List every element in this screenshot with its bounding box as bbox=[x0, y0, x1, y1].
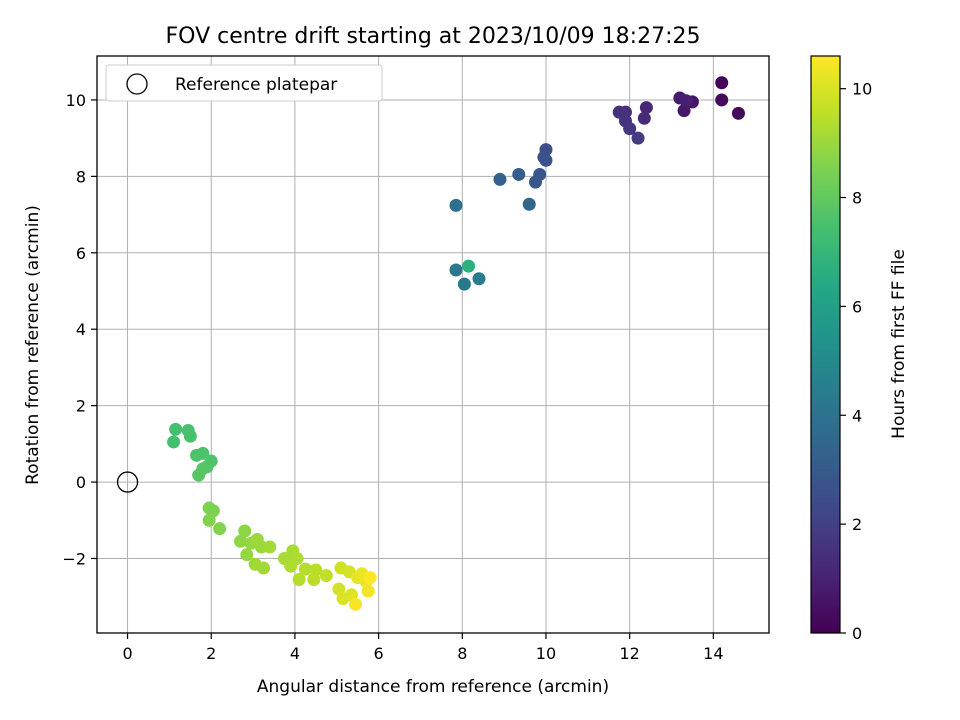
data-point bbox=[238, 524, 252, 538]
x-axis-ticks: 0 2 4 6 8 10 12 14 bbox=[122, 633, 724, 663]
data-point bbox=[257, 561, 271, 575]
data-point bbox=[309, 563, 323, 577]
data-point bbox=[539, 153, 553, 167]
colorbar-tick-label: 4 bbox=[852, 406, 862, 425]
data-point bbox=[449, 198, 463, 212]
y-axis-label: Rotation from reference (arcmin) bbox=[23, 205, 43, 485]
data-point bbox=[639, 101, 653, 115]
data-point bbox=[292, 573, 306, 587]
colorbar-tick-label: 2 bbox=[852, 515, 862, 534]
chart-title: FOV centre drift starting at 2023/10/09 … bbox=[166, 24, 701, 49]
data-point bbox=[715, 93, 729, 107]
x-tick-label: 14 bbox=[703, 644, 723, 663]
x-tick-label: 6 bbox=[374, 644, 384, 663]
data-point bbox=[512, 167, 526, 181]
data-point bbox=[637, 111, 651, 125]
data-point bbox=[472, 272, 486, 286]
y-tick-label: 10 bbox=[66, 91, 86, 110]
legend-box bbox=[105, 64, 383, 102]
data-point bbox=[183, 429, 197, 443]
data-point bbox=[679, 94, 693, 108]
data-point bbox=[631, 131, 645, 145]
legend-label: Reference platepar bbox=[175, 75, 337, 95]
x-tick-label: 0 bbox=[122, 644, 132, 663]
data-point bbox=[298, 562, 312, 576]
colorbar-tick-label: 0 bbox=[852, 624, 862, 643]
y-tick-label: 6 bbox=[76, 244, 86, 263]
data-point bbox=[449, 263, 463, 277]
data-point bbox=[349, 597, 363, 611]
data-point bbox=[493, 172, 507, 186]
legend: Reference platepar bbox=[105, 64, 383, 102]
grid-lines bbox=[97, 56, 769, 633]
data-point bbox=[462, 259, 476, 273]
data-point bbox=[263, 540, 277, 554]
y-tick-label: 2 bbox=[76, 397, 86, 416]
data-point bbox=[623, 122, 637, 136]
data-point bbox=[192, 468, 206, 482]
colorbar-gradient bbox=[810, 55, 841, 634]
data-point bbox=[240, 548, 254, 562]
colorbar-ticks: 0 2 4 6 8 10 bbox=[840, 80, 872, 643]
colorbar-tick-label: 6 bbox=[852, 297, 862, 316]
data-point bbox=[284, 559, 298, 573]
data-point bbox=[522, 197, 536, 211]
plot-frame bbox=[96, 55, 770, 634]
colorbar: 0 2 4 6 8 10 Hours from first FF file bbox=[810, 55, 909, 643]
data-point bbox=[169, 422, 183, 436]
data-point bbox=[202, 513, 216, 527]
colorbar-tick-label: 10 bbox=[852, 80, 872, 99]
x-tick-label: 4 bbox=[290, 644, 300, 663]
y-tick-label: −2 bbox=[62, 549, 86, 568]
data-point bbox=[363, 571, 377, 585]
x-tick-label: 10 bbox=[536, 644, 556, 663]
reference-marker bbox=[116, 471, 139, 493]
y-tick-label: 8 bbox=[76, 167, 86, 186]
x-tick-label: 2 bbox=[206, 644, 216, 663]
data-point bbox=[167, 435, 181, 449]
data-point bbox=[190, 448, 204, 462]
x-tick-label: 12 bbox=[619, 644, 639, 663]
data-point bbox=[677, 104, 691, 118]
data-point bbox=[731, 106, 745, 120]
data-point bbox=[361, 584, 375, 598]
legend-reference-marker bbox=[126, 73, 148, 95]
data-point bbox=[213, 522, 227, 536]
data-points bbox=[167, 76, 745, 611]
data-point bbox=[529, 175, 543, 189]
data-point bbox=[319, 569, 333, 583]
x-axis-label: Angular distance from reference (arcmin) bbox=[257, 677, 609, 697]
colorbar-label: Hours from first FF file bbox=[889, 249, 909, 439]
y-axis-ticks: −2 0 2 4 6 8 10 bbox=[62, 91, 97, 568]
data-point bbox=[715, 76, 729, 90]
data-point bbox=[457, 277, 471, 291]
data-point bbox=[234, 534, 248, 548]
y-tick-label: 0 bbox=[76, 473, 86, 492]
reference-point bbox=[116, 471, 139, 493]
x-tick-label: 8 bbox=[457, 644, 467, 663]
y-tick-label: 4 bbox=[76, 320, 86, 339]
colorbar-tick-label: 8 bbox=[852, 189, 862, 208]
